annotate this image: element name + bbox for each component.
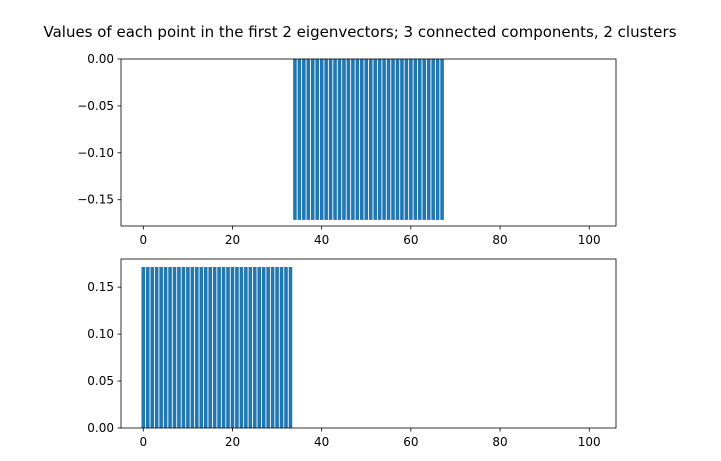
bar bbox=[271, 267, 275, 428]
bar bbox=[409, 59, 413, 220]
bar bbox=[307, 59, 311, 220]
bar bbox=[418, 59, 422, 220]
bar bbox=[231, 267, 235, 428]
subplot-top: 0 20 40 60 80 100 0.00 −0.05 −0.10 −0.15 bbox=[77, 52, 616, 247]
bar bbox=[155, 267, 159, 428]
y-tick-label: −0.10 bbox=[77, 146, 114, 160]
x-tick-label: 40 bbox=[314, 435, 329, 449]
bar bbox=[333, 59, 337, 220]
bar bbox=[150, 267, 154, 428]
bar bbox=[391, 59, 395, 220]
bar bbox=[173, 267, 177, 428]
bar bbox=[186, 267, 190, 428]
bar bbox=[226, 267, 230, 428]
bar bbox=[159, 267, 163, 428]
y-tick-label: −0.15 bbox=[77, 193, 114, 207]
x-tick-label: 80 bbox=[492, 435, 507, 449]
bar bbox=[356, 59, 360, 220]
bar bbox=[293, 59, 297, 220]
x-tick-label: 60 bbox=[403, 233, 418, 247]
y-tick-label: 0.00 bbox=[87, 52, 114, 66]
bar bbox=[182, 267, 186, 428]
bar bbox=[289, 267, 293, 428]
bar bbox=[382, 59, 386, 220]
bar bbox=[436, 59, 440, 220]
bar bbox=[315, 59, 319, 220]
subplot-bottom: 0 20 40 60 80 100 0.00 0.05 0.10 0.15 bbox=[87, 259, 616, 449]
bar bbox=[240, 267, 244, 428]
bar bbox=[311, 59, 315, 220]
axes-frame bbox=[121, 59, 616, 226]
bar bbox=[262, 267, 266, 428]
x-tick-label: 100 bbox=[578, 233, 601, 247]
bar bbox=[284, 267, 288, 428]
y-tick-label: −0.05 bbox=[77, 99, 114, 113]
bars bbox=[142, 267, 293, 428]
bar bbox=[342, 59, 346, 220]
bar bbox=[396, 59, 400, 220]
x-tick-label: 0 bbox=[139, 233, 147, 247]
bar bbox=[204, 267, 208, 428]
bar bbox=[177, 267, 181, 428]
bar bbox=[142, 267, 146, 428]
x-tick-label: 60 bbox=[403, 435, 418, 449]
bar bbox=[280, 267, 284, 428]
bar bbox=[208, 267, 212, 428]
bar bbox=[387, 59, 391, 220]
x-tick-label: 80 bbox=[492, 233, 507, 247]
bar bbox=[249, 267, 253, 428]
y-tick-label: 0.05 bbox=[87, 374, 114, 388]
y-tick-label: 0.10 bbox=[87, 327, 114, 341]
bar bbox=[338, 59, 342, 220]
bar bbox=[347, 59, 351, 220]
bar bbox=[369, 59, 373, 220]
y-tick-label: 0.15 bbox=[87, 280, 114, 294]
bar bbox=[298, 59, 302, 220]
bar bbox=[324, 59, 328, 220]
bar bbox=[266, 267, 270, 428]
bar bbox=[168, 267, 172, 428]
bar bbox=[164, 267, 168, 428]
bar bbox=[253, 267, 257, 428]
bar bbox=[329, 59, 333, 220]
y-tick-label: 0.00 bbox=[87, 421, 114, 435]
bar bbox=[414, 59, 418, 220]
bar bbox=[222, 267, 226, 428]
bar bbox=[378, 59, 382, 220]
x-tick-label: 40 bbox=[314, 233, 329, 247]
bar bbox=[364, 59, 368, 220]
bar bbox=[191, 267, 195, 428]
bar bbox=[427, 59, 431, 220]
bar bbox=[213, 267, 217, 428]
bar bbox=[257, 267, 261, 428]
bar bbox=[422, 59, 426, 220]
bar bbox=[320, 59, 324, 220]
bar bbox=[275, 267, 279, 428]
x-tick-label: 100 bbox=[578, 435, 601, 449]
bars bbox=[293, 59, 444, 220]
bar bbox=[244, 267, 248, 428]
bar bbox=[351, 59, 355, 220]
bar bbox=[146, 267, 150, 428]
bar bbox=[405, 59, 409, 220]
bar bbox=[440, 59, 444, 220]
bar bbox=[302, 59, 306, 220]
bar bbox=[400, 59, 404, 220]
bar bbox=[217, 267, 221, 428]
bar bbox=[360, 59, 364, 220]
bar bbox=[235, 267, 239, 428]
x-tick-label: 20 bbox=[225, 233, 240, 247]
bar bbox=[373, 59, 377, 220]
bar bbox=[195, 267, 199, 428]
chart-title: Values of each point in the first 2 eige… bbox=[43, 23, 676, 41]
x-tick-label: 20 bbox=[225, 435, 240, 449]
bar bbox=[431, 59, 435, 220]
bar bbox=[199, 267, 203, 428]
x-tick-label: 0 bbox=[139, 435, 147, 449]
